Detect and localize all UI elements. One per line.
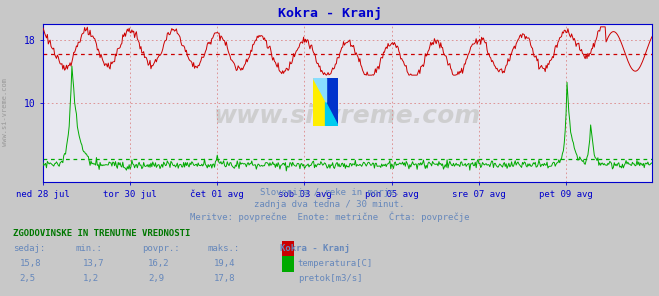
Text: zadnja dva tedna / 30 minut.: zadnja dva tedna / 30 minut. <box>254 200 405 209</box>
Text: Kokra - Kranj: Kokra - Kranj <box>280 244 350 253</box>
Polygon shape <box>326 78 338 126</box>
Polygon shape <box>313 78 326 126</box>
Text: pretok[m3/s]: pretok[m3/s] <box>298 274 362 283</box>
Text: sedaj:: sedaj: <box>13 244 45 253</box>
Text: www.si-vreme.com: www.si-vreme.com <box>2 78 9 147</box>
Text: 2,5: 2,5 <box>20 274 36 283</box>
Text: www.si-vreme.com: www.si-vreme.com <box>214 104 481 128</box>
Polygon shape <box>313 78 326 102</box>
Text: povpr.:: povpr.: <box>142 244 179 253</box>
Polygon shape <box>326 102 338 126</box>
Text: 13,7: 13,7 <box>82 259 104 268</box>
Text: min.:: min.: <box>76 244 103 253</box>
Text: Kokra - Kranj: Kokra - Kranj <box>277 7 382 20</box>
Text: Meritve: povprečne  Enote: metrične  Črta: povprečje: Meritve: povprečne Enote: metrične Črta:… <box>190 212 469 222</box>
Text: temperatura[C]: temperatura[C] <box>298 259 373 268</box>
Text: 15,8: 15,8 <box>20 259 42 268</box>
Text: 2,9: 2,9 <box>148 274 164 283</box>
Text: 19,4: 19,4 <box>214 259 236 268</box>
Text: 16,2: 16,2 <box>148 259 170 268</box>
Text: Slovenija / reke in morje.: Slovenija / reke in morje. <box>260 188 399 197</box>
Text: maks.:: maks.: <box>208 244 240 253</box>
Text: 1,2: 1,2 <box>82 274 98 283</box>
Text: ZGODOVINSKE IN TRENUTNE VREDNOSTI: ZGODOVINSKE IN TRENUTNE VREDNOSTI <box>13 229 190 238</box>
Text: 17,8: 17,8 <box>214 274 236 283</box>
